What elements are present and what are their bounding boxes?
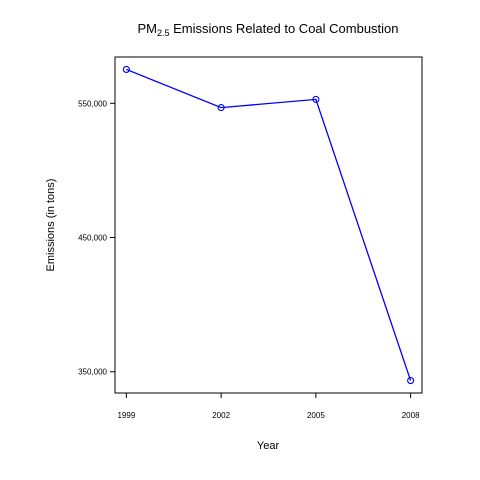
data-point bbox=[407, 377, 415, 385]
y-tick-label: 350,000 bbox=[78, 368, 107, 377]
y-tick-label: 450,000 bbox=[78, 234, 107, 243]
y-tick-label: 550,000 bbox=[78, 99, 107, 108]
x-tick-label: 1999 bbox=[117, 411, 135, 420]
y-axis: 350,000 450,000 550,000 bbox=[78, 99, 115, 377]
x-axis: 1999 2002 2005 2008 bbox=[117, 393, 420, 420]
plot-frame bbox=[114, 56, 423, 394]
chart-title-suffix: Emissions Related to Coal Combustion bbox=[169, 21, 398, 36]
chart-title-prefix: PM bbox=[137, 21, 157, 36]
chart-title-subscript: 2.5 bbox=[157, 28, 170, 38]
x-tick-label: 2008 bbox=[402, 411, 420, 420]
data-point bbox=[122, 65, 130, 73]
series-line bbox=[126, 68, 412, 381]
y-axis-title: Emissions (in tons) bbox=[45, 179, 57, 272]
x-tick-label: 2002 bbox=[212, 411, 230, 420]
series-layer bbox=[122, 65, 415, 385]
x-tick-label: 2005 bbox=[307, 411, 325, 420]
chart-title: PM2.5 Emissions Related to Coal Combusti… bbox=[137, 21, 398, 38]
data-point bbox=[312, 95, 320, 103]
x-axis-title: Year bbox=[257, 440, 280, 452]
data-point bbox=[217, 104, 225, 112]
